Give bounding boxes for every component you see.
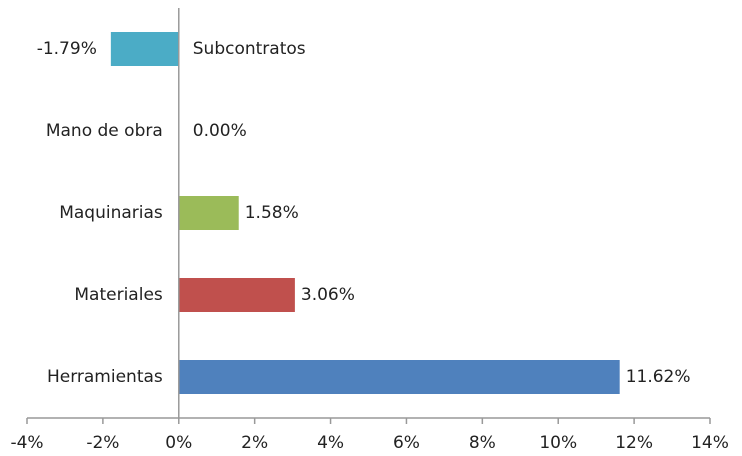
value-label: -1.79% [37,39,97,59]
x-tick-label: -2% [86,433,119,453]
x-tick-label: 10% [539,433,577,453]
x-tick-label: 12% [615,433,653,453]
x-tick-label: -4% [10,433,43,453]
bar [178,278,295,312]
value-label: 11.62% [626,367,691,387]
category-label: Materiales [74,285,163,305]
x-tick-label: 0% [165,433,192,453]
value-label: 0.00% [193,121,247,141]
bar [110,32,179,66]
x-tick-label: 2% [241,433,268,453]
x-tick-label: 4% [317,433,344,453]
x-tick-label: 14% [691,433,729,453]
category-label: Maquinarias [59,203,163,223]
category-label: Herramientas [47,367,163,387]
category-label: Mano de obra [46,121,163,141]
x-tick-label: 6% [393,433,420,453]
x-tick-label: 8% [469,433,496,453]
category-label: Subcontratos [193,39,306,59]
value-label: 1.58% [245,203,299,223]
value-label: 3.06% [301,285,355,305]
bar [178,360,620,394]
bar [178,196,239,230]
